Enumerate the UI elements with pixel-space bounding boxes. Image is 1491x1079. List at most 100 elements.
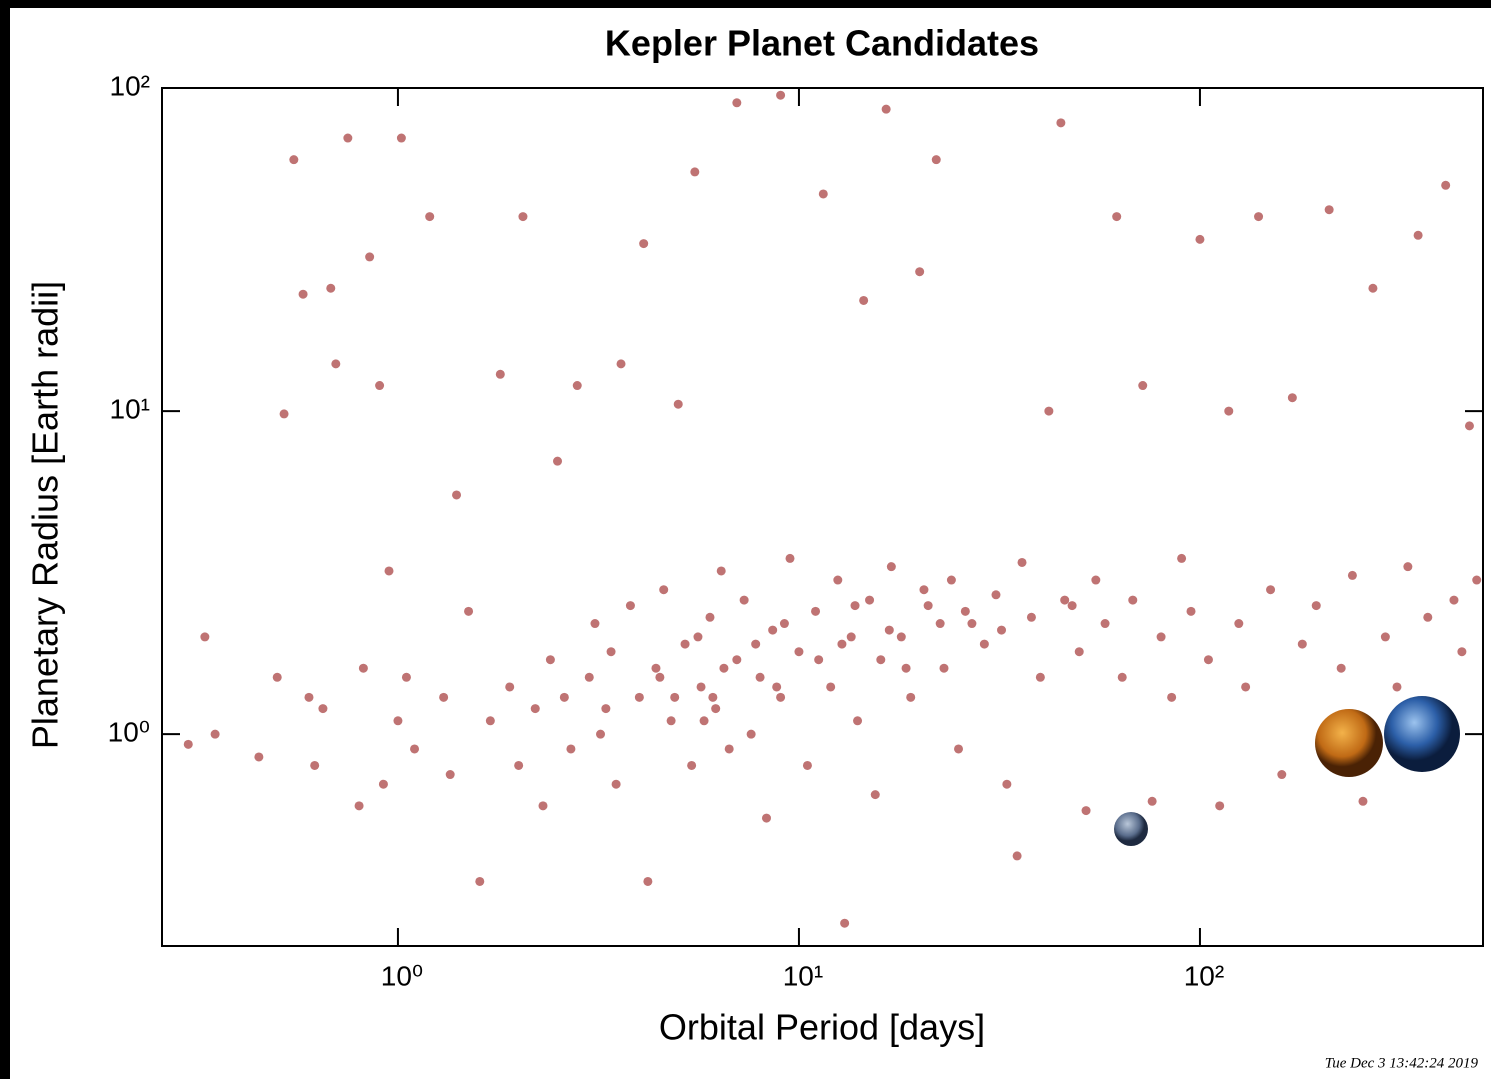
data-point bbox=[254, 752, 264, 762]
data-point bbox=[590, 619, 600, 629]
data-point bbox=[1056, 118, 1066, 128]
data-point bbox=[358, 663, 368, 673]
data-point bbox=[1358, 796, 1368, 806]
data-point bbox=[611, 779, 621, 789]
data-point bbox=[1215, 801, 1225, 811]
data-point bbox=[997, 625, 1007, 635]
x-tick-label: 10² bbox=[1184, 960, 1224, 991]
data-point bbox=[1026, 612, 1036, 622]
data-point bbox=[1457, 647, 1467, 657]
data-point bbox=[495, 369, 505, 379]
data-point bbox=[401, 672, 411, 682]
data-point bbox=[1449, 595, 1459, 605]
data-point bbox=[1423, 612, 1433, 622]
data-point bbox=[724, 744, 734, 754]
data-point bbox=[708, 692, 718, 702]
data-point bbox=[779, 619, 789, 629]
data-point bbox=[1156, 632, 1166, 642]
data-point bbox=[659, 585, 669, 595]
data-point bbox=[566, 744, 576, 754]
data-point bbox=[326, 283, 336, 293]
data-point bbox=[886, 562, 896, 572]
data-point bbox=[410, 744, 420, 754]
data-point bbox=[445, 770, 455, 780]
data-point bbox=[915, 267, 925, 277]
chart-title: Kepler Planet Candidates bbox=[605, 23, 1039, 64]
data-point bbox=[343, 133, 353, 143]
data-point bbox=[384, 566, 394, 576]
data-point bbox=[1091, 575, 1101, 585]
data-point bbox=[1060, 595, 1070, 605]
data-point bbox=[1035, 672, 1045, 682]
data-point bbox=[1017, 557, 1027, 567]
data-point bbox=[939, 663, 949, 673]
data-point bbox=[690, 167, 700, 177]
data-point bbox=[1277, 770, 1287, 780]
x-tick-label: 10¹ bbox=[783, 960, 823, 991]
data-point bbox=[1147, 796, 1157, 806]
data-point bbox=[991, 590, 1001, 600]
data-point bbox=[1067, 601, 1077, 611]
data-point bbox=[505, 682, 515, 692]
data-point bbox=[596, 729, 606, 739]
data-point bbox=[739, 595, 749, 605]
data-point bbox=[183, 739, 193, 749]
data-point bbox=[393, 716, 403, 726]
data-point bbox=[1138, 381, 1148, 391]
data-point bbox=[919, 585, 929, 595]
data-point bbox=[673, 399, 683, 409]
data-point bbox=[1044, 406, 1054, 416]
data-point bbox=[643, 876, 653, 886]
data-point bbox=[1472, 575, 1482, 585]
data-point bbox=[1074, 647, 1084, 657]
data-point bbox=[1368, 283, 1378, 293]
data-point bbox=[859, 295, 869, 305]
data-point bbox=[1186, 606, 1196, 616]
data-point bbox=[687, 760, 697, 770]
data-point bbox=[772, 682, 782, 692]
data-point bbox=[514, 760, 524, 770]
data-point bbox=[850, 601, 860, 611]
data-point bbox=[833, 575, 843, 585]
data-point bbox=[768, 625, 778, 635]
data-point bbox=[846, 632, 856, 642]
data-point bbox=[625, 601, 635, 611]
data-point bbox=[1266, 585, 1276, 595]
data-point bbox=[310, 760, 320, 770]
data-point bbox=[931, 155, 941, 165]
data-point bbox=[518, 212, 528, 222]
data-point bbox=[837, 639, 847, 649]
data-point bbox=[354, 801, 364, 811]
data-point bbox=[732, 98, 742, 108]
data-point bbox=[639, 239, 649, 249]
data-point bbox=[1012, 851, 1022, 861]
data-point bbox=[200, 632, 210, 642]
y-tick-label: 10² bbox=[110, 70, 150, 101]
data-point bbox=[853, 716, 863, 726]
plot-frame bbox=[161, 87, 1484, 947]
data-point bbox=[967, 619, 977, 629]
data-point bbox=[452, 490, 462, 500]
data-point bbox=[1081, 806, 1091, 816]
data-point bbox=[751, 639, 761, 649]
venus-icon bbox=[1315, 709, 1383, 777]
data-point bbox=[601, 704, 611, 714]
data-point bbox=[826, 682, 836, 692]
data-point bbox=[761, 813, 771, 823]
data-point bbox=[746, 729, 756, 739]
data-point bbox=[559, 692, 569, 702]
y-tick-label: 10⁰ bbox=[108, 717, 150, 748]
data-point bbox=[530, 704, 540, 714]
data-point bbox=[485, 716, 495, 726]
data-point bbox=[979, 639, 989, 649]
data-point bbox=[776, 90, 786, 100]
data-point bbox=[439, 692, 449, 702]
data-point bbox=[634, 692, 644, 702]
data-point bbox=[475, 876, 485, 886]
data-point bbox=[755, 672, 765, 682]
data-point bbox=[1241, 682, 1251, 692]
data-point bbox=[666, 716, 676, 726]
data-point bbox=[1203, 655, 1213, 665]
